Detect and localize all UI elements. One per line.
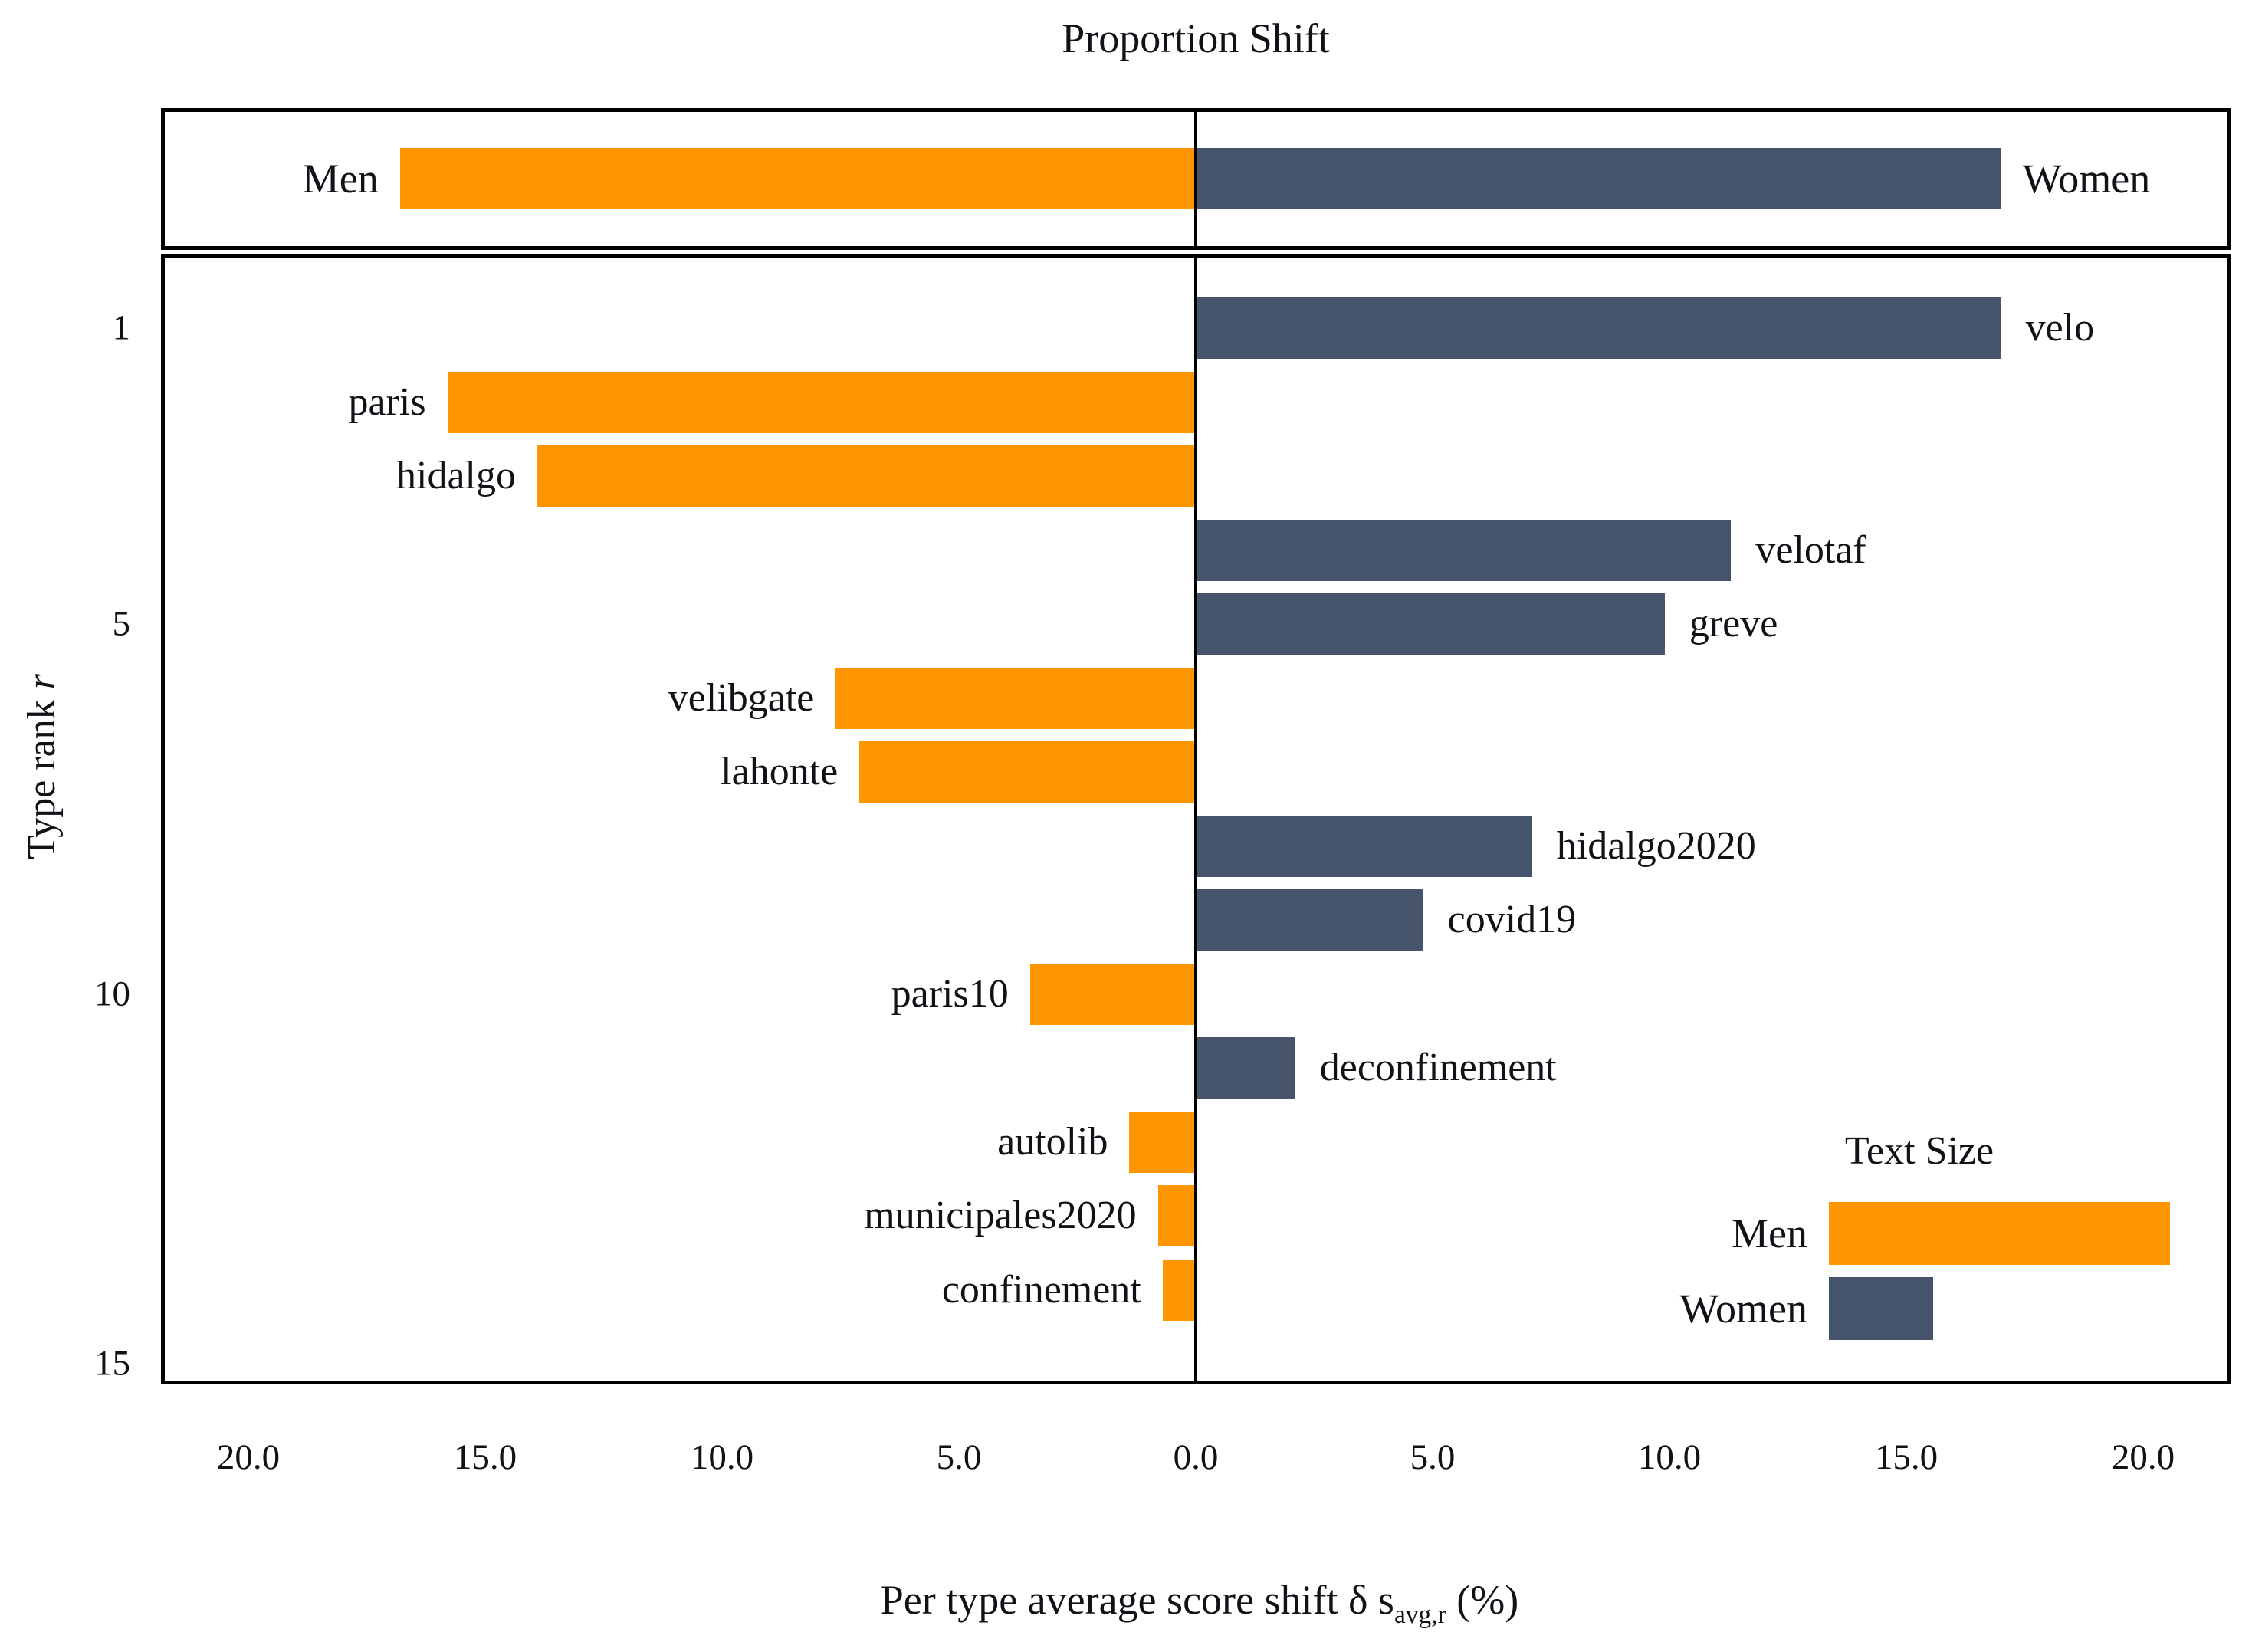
bar-velibgate [835,667,1196,729]
y-axis-label-italic-r: r [20,674,64,690]
x-tick-3: 5.0 [936,1437,982,1477]
bar-label-hidalgo2020: hidalgo2020 [1556,823,1756,868]
header-women-label: Women [2022,156,2151,202]
x-tick-8: 20.0 [2111,1437,2175,1477]
zero-line-band [1194,112,1197,246]
x-axis-label-unit: (%) [1446,1577,1519,1623]
x-tick-0: 20.0 [216,1437,281,1477]
x-tick-7: 15.0 [1874,1437,1938,1477]
y-axis-label-text: Type rank [20,689,64,859]
bar-paris [447,371,1196,433]
header-band-box [161,108,2231,250]
legend-title: Text Size [1844,1129,1994,1173]
header-men-bar [399,148,1196,209]
bar-covid19 [1196,889,1423,951]
legend-bar-men [1829,1202,2170,1265]
bar-deconfinement [1196,1037,1295,1099]
bar-autolib [1129,1111,1196,1173]
bar-label-greve: greve [1689,602,1778,645]
bar-municipales2020 [1157,1185,1196,1246]
legend-bar-women [1829,1277,1933,1340]
bar-paris10 [1029,963,1196,1025]
bar-lahonte [859,741,1196,803]
bar-hidalgo [537,445,1196,507]
bar-label-covid19: covid19 [1447,898,1577,941]
bar-confinement [1162,1259,1196,1321]
y-tick-15: 15 [94,1343,130,1384]
chart-title: Proportion Shift [1062,15,1330,61]
x-tick-5: 5.0 [1410,1437,1456,1477]
bar-velo [1196,297,2001,359]
x-tick-2: 10.0 [690,1437,754,1477]
legend-label-men: Men [1732,1210,1807,1256]
bar-greve [1196,593,1665,655]
bar-label-velotaf: velotaf [1755,527,1866,572]
header-men-label: Men [302,156,379,202]
x-tick-6: 10.0 [1637,1437,1702,1477]
bar-velotaf [1196,519,1732,581]
bar-label-hidalgo: hidalgo [396,454,516,498]
x-axis-label: Per type average score shift δ savg,r (%… [881,1579,1519,1627]
y-tick-5: 5 [112,603,131,644]
zero-line-main [1194,258,1197,1381]
bar-label-municipales2020: municipales2020 [864,1194,1137,1237]
main-plot-box [161,254,2231,1384]
legend-label-women: Women [1679,1286,1807,1332]
bar-label-confinement: confinement [941,1267,1141,1312]
y-axis-label: Type rank r [20,674,64,859]
y-tick-10: 10 [94,974,130,1013]
bar-label-autolib: autolib [997,1119,1108,1164]
x-axis-label-subscript: avg,r [1394,1600,1446,1629]
bar-label-velo: velo [2025,306,2095,350]
x-tick-4: 0.0 [1173,1437,1219,1477]
bar-label-paris10: paris10 [891,971,1009,1016]
header-women-bar [1196,148,2001,209]
bar-label-lahonte: lahonte [721,750,839,793]
bar-label-velibgate: velibgate [668,675,815,720]
bar-label-deconfinement: deconfinement [1319,1046,1557,1089]
bar-label-paris: paris [348,379,426,424]
x-axis-label-text: Per type average score shift δ s [880,1577,1394,1623]
bar-hidalgo2020 [1196,815,1532,877]
x-tick-1: 15.0 [453,1437,517,1477]
y-tick-1: 1 [112,307,131,348]
